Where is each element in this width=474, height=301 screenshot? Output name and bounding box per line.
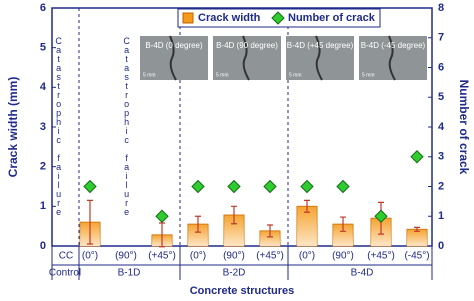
bar-shade (224, 215, 244, 246)
crack-count-marker (227, 179, 241, 194)
crack-count-marker (336, 179, 350, 194)
group-label: B-2D (223, 268, 246, 279)
bar-shade (297, 206, 317, 246)
y-tick-label: 4 (40, 81, 47, 93)
y2-tick-label: 4 (438, 121, 445, 133)
x-tick-label: (90°) (223, 251, 245, 262)
photo-label: B-4D (-45 degree) (361, 41, 426, 50)
y2-tick-label: 1 (438, 210, 444, 222)
photo (213, 36, 281, 80)
photo-scale: 5 mm (216, 72, 229, 78)
y2-tick-label: 8 (438, 2, 444, 14)
y-tick-label: 3 (40, 121, 46, 133)
error-bar (87, 199, 93, 245)
photo-label: B-4D (0 degree) (145, 41, 203, 50)
bar-shade (188, 224, 208, 246)
crack-count-marker (410, 150, 424, 164)
error-bar (340, 216, 346, 232)
x-tick-label: (0°) (299, 251, 315, 262)
photo-label: B-4D (+45 degree) (287, 41, 354, 50)
crack-count-marker (374, 209, 388, 223)
error-bar (195, 215, 201, 233)
photo-crack (315, 35, 323, 81)
photo-scale: 5 mm (289, 72, 302, 78)
photo-crack (388, 35, 396, 81)
crack-count-marker (155, 209, 169, 223)
group-label: B-1D (118, 268, 141, 279)
group-label: B-4D (351, 268, 374, 279)
error-bar (414, 226, 420, 232)
error-bar (304, 199, 310, 213)
y-tick-label: 6 (40, 2, 46, 14)
crack-count-marker (191, 179, 205, 194)
y-tick-label: 0 (40, 240, 46, 252)
x-tick-label: (0°) (190, 251, 206, 262)
x-tick-label: (-45°) (404, 251, 429, 262)
y2-tick-label: 3 (438, 151, 444, 163)
y2-tick-label: 5 (438, 91, 444, 103)
y-tick-label: 2 (40, 161, 46, 173)
crack-count-marker (83, 179, 97, 194)
photo-scale: 5 mm (143, 72, 156, 78)
annotation: Catastrophic failure (122, 36, 132, 216)
bar-shade (333, 224, 353, 246)
y2-tick-label: 0 (438, 240, 444, 252)
y-tick-label: 5 (40, 42, 46, 54)
photo (286, 36, 354, 80)
y2-tick-label: 2 (438, 180, 444, 192)
x-tick-label: (0°) (82, 251, 98, 262)
crack-count-marker (263, 179, 277, 194)
photo-crack (242, 35, 250, 81)
legend-swatch (182, 12, 194, 24)
photo-label: B-4D (90 degree) (216, 41, 278, 50)
photo-scale: 5 mm (362, 72, 375, 78)
error-bar (231, 205, 237, 225)
bar-shade (260, 230, 280, 246)
y-tick-label: 1 (40, 200, 46, 212)
x-axis-label: Concrete structures (190, 285, 295, 297)
error-bar (267, 224, 273, 238)
x-tick-label: (+45°) (148, 251, 176, 262)
legend-swatch (271, 11, 285, 25)
crack-count-marker (300, 179, 314, 194)
legend-label: Crack width (198, 12, 261, 24)
x-tick-label: CC (59, 251, 73, 262)
bar-shade (407, 229, 427, 246)
legend-label: Number of crack (288, 12, 376, 24)
annotation: Catastrophic failure (54, 36, 64, 216)
y-axis-label: Crack width (mm) (6, 77, 20, 178)
y2-tick-label: 7 (438, 32, 444, 44)
y2-axis-label: Number of crack (457, 80, 471, 175)
group-label: Control (49, 268, 81, 279)
x-tick-label: (+45°) (367, 251, 395, 262)
y2-tick-label: 6 (438, 61, 444, 73)
x-tick-label: (90°) (115, 251, 137, 262)
x-tick-label: (90°) (332, 251, 354, 262)
error-bar (159, 222, 165, 248)
photo-crack (169, 35, 177, 81)
photo (140, 36, 208, 80)
x-tick-label: (+45°) (256, 251, 284, 262)
photo (359, 36, 427, 80)
